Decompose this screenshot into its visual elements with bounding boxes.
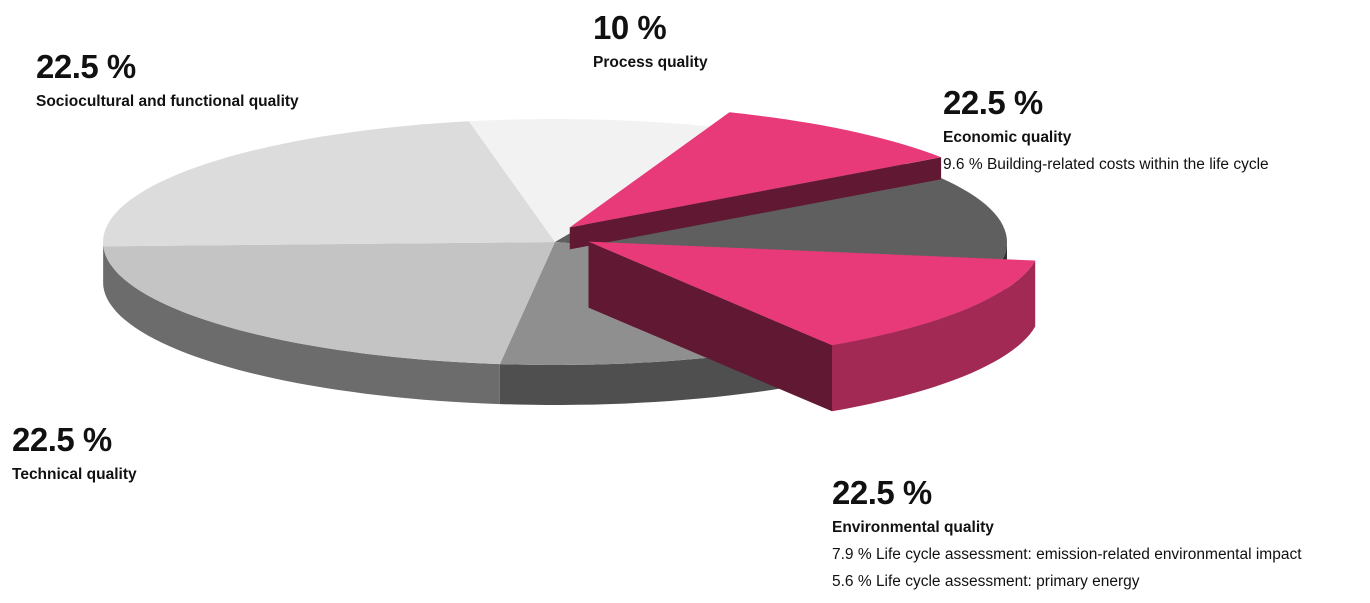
slice-building-related-costs-face xyxy=(569,157,942,250)
slice-building-related-costs xyxy=(569,112,942,228)
category-label-economic: Economic quality xyxy=(943,129,1072,146)
category-label-environmental: Environmental quality xyxy=(832,519,994,536)
slice-life-cycle-assessment-rim xyxy=(832,260,1036,412)
value-label-economic: 22.5 % xyxy=(943,84,1043,121)
value-label-environmental: 22.5 % xyxy=(832,474,932,511)
slice-life-cycle-assessment-face xyxy=(588,241,833,412)
slice-technical-quality xyxy=(103,242,556,365)
label-technical: 22.5 % Technical quality xyxy=(12,421,137,485)
sub-label-building-costs: 9.6 % Building-related costs within the … xyxy=(943,156,1269,173)
slice-technical-quality-side xyxy=(103,246,500,405)
value-label-process: 10 % xyxy=(593,9,667,46)
label-environmental: 22.5 % Environmental quality 7.9 % Life … xyxy=(832,474,1302,592)
slice-life-cycle-assessment xyxy=(588,241,1036,346)
category-label-technical: Technical quality xyxy=(12,466,137,483)
label-sociocultural: 22.5 % Sociocultural and functional qual… xyxy=(36,48,299,112)
slice-environmental-quality-side xyxy=(499,275,990,405)
sub-label-primary-energy: 5.6 % Life cycle assessment: primary ene… xyxy=(832,573,1140,590)
label-process: 10 % Process quality xyxy=(593,9,708,73)
sub-label-emission-impact: 7.9 % Life cycle assessment: emission-re… xyxy=(832,546,1302,563)
slice-sociocultural-quality xyxy=(103,121,555,247)
value-label-technical: 22.5 % xyxy=(12,421,112,458)
category-label-process: Process quality xyxy=(593,54,708,71)
category-label-sociocultural: Sociocultural and functional quality xyxy=(36,93,299,110)
label-economic: 22.5 % Economic quality 9.6 % Building-r… xyxy=(943,84,1269,175)
value-label-sociocultural: 22.5 % xyxy=(36,48,136,85)
slice-process-quality xyxy=(468,119,746,242)
